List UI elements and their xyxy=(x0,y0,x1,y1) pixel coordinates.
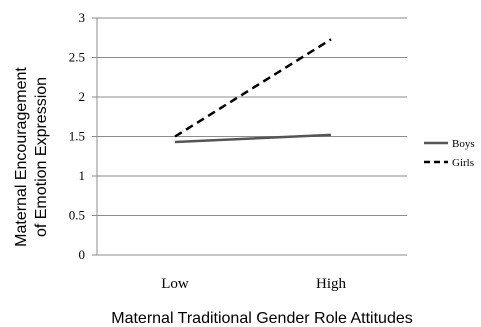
y-tick-labels: 0 0.5 1 1.5 2 2.5 3 xyxy=(69,10,85,262)
series-line-boys xyxy=(174,133,332,144)
legend: Boys Girls xyxy=(424,138,475,169)
y-tick-label: 1 xyxy=(79,168,86,183)
axes xyxy=(92,17,407,256)
y-axis-title-line2: of Emotion Expression xyxy=(33,77,50,237)
y-tick-label: 1.5 xyxy=(69,129,85,144)
legend-label-girls: Girls xyxy=(452,157,474,169)
y-tick-label: 3 xyxy=(79,10,86,25)
y-tick-label: 0.5 xyxy=(69,208,85,223)
legend-label-boys: Boys xyxy=(452,138,475,150)
x-axis-title: Maternal Traditional Gender Role Attitud… xyxy=(111,310,413,327)
series-line-girls xyxy=(174,38,332,138)
y-axis-title: Maternal Encouragement of Emotion Expres… xyxy=(13,67,50,247)
y-axis-title-line1: Maternal Encouragement xyxy=(13,67,30,247)
x-tick-labels: Low High xyxy=(161,276,346,292)
y-tick-label: 2 xyxy=(79,89,86,104)
series-lines xyxy=(174,38,332,144)
x-tick-label: High xyxy=(316,276,347,292)
x-tick-label: Low xyxy=(161,276,189,292)
y-tick-label: 0 xyxy=(79,247,86,262)
gridlines xyxy=(97,17,407,216)
y-tick-label: 2.5 xyxy=(69,50,85,65)
